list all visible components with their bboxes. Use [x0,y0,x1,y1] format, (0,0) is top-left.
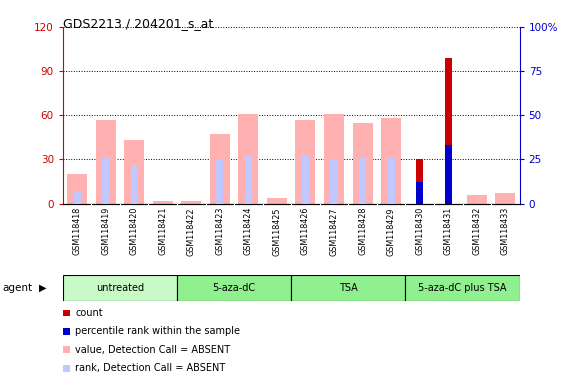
Text: GSM118425: GSM118425 [272,207,282,256]
Bar [102,157,109,204]
Bar [63,275,177,301]
Text: rank, Detection Call = ABSENT: rank, Detection Call = ABSENT [75,363,226,373]
Text: 5-aza-dC plus TSA: 5-aza-dC plus TSA [419,283,506,293]
Bar [388,157,395,204]
Text: GSM118424: GSM118424 [244,207,253,255]
Bar [124,140,144,204]
Text: value, Detection Call = ABSENT: value, Detection Call = ABSENT [75,345,231,355]
Bar [359,157,366,204]
Bar [416,182,423,204]
Bar [324,114,344,204]
Text: GSM118422: GSM118422 [187,207,196,256]
Text: GSM118433: GSM118433 [501,207,510,255]
Text: GSM118421: GSM118421 [158,207,167,255]
Bar [352,122,372,204]
Text: TSA: TSA [339,283,357,293]
Bar [381,118,401,204]
Text: agent: agent [3,283,33,293]
Bar [96,120,115,204]
Bar [495,193,515,204]
Bar [302,156,309,204]
Bar [296,120,315,204]
Text: 5-aza-dC: 5-aza-dC [212,283,256,293]
Bar [74,191,81,204]
Bar [445,145,452,204]
Text: GSM118418: GSM118418 [73,207,82,255]
Bar [267,198,287,204]
Text: GSM118420: GSM118420 [130,207,139,255]
Text: ▶: ▶ [39,283,46,293]
Bar [331,159,337,204]
Text: percentile rank within the sample: percentile rank within the sample [75,326,240,336]
Text: count: count [75,308,103,318]
Bar [239,114,258,204]
Bar [467,195,486,204]
Bar [445,145,452,204]
Bar [210,134,230,204]
Bar [216,159,223,204]
Text: GSM118428: GSM118428 [358,207,367,255]
Bar [445,58,452,204]
Text: GSM118419: GSM118419 [101,207,110,255]
Bar [416,159,423,204]
Text: untreated: untreated [96,283,144,293]
Text: GSM118423: GSM118423 [215,207,224,255]
Text: GSM118427: GSM118427 [329,207,339,256]
Text: GSM118426: GSM118426 [301,207,310,255]
Text: GDS2213 / 204201_s_at: GDS2213 / 204201_s_at [63,17,213,30]
Bar [405,275,520,301]
Bar [153,201,172,204]
Bar [177,275,291,301]
Text: GSM118431: GSM118431 [444,207,453,255]
Text: GSM118432: GSM118432 [472,207,481,255]
Text: GSM118429: GSM118429 [387,207,396,256]
Bar [291,275,405,301]
Bar [67,174,87,204]
Bar [245,156,252,204]
Bar [182,201,202,204]
Text: GSM118430: GSM118430 [415,207,424,255]
Bar [131,165,138,204]
